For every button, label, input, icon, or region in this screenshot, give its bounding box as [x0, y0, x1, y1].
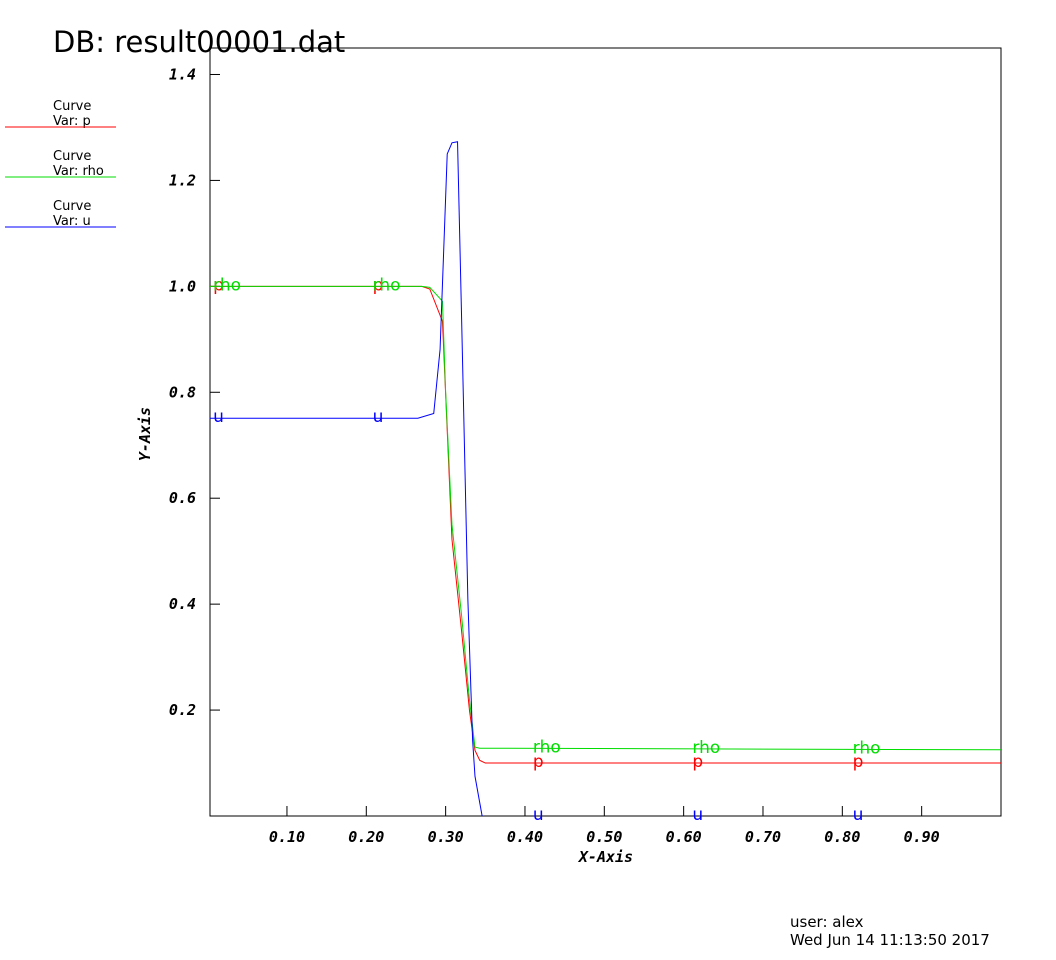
legend-title: Curve	[53, 199, 91, 214]
user-label: user: alex	[790, 913, 864, 931]
curve-label: p	[692, 752, 703, 772]
x-axis-title: X-Axis	[577, 848, 633, 866]
y-tick-label: 0.6	[169, 489, 196, 507]
curve-label: rho	[373, 275, 401, 295]
curve-label: u	[213, 407, 224, 427]
curve-label: u	[692, 805, 703, 825]
legend-label: Var: rho	[53, 164, 104, 179]
chart-title: DB: result00001.dat	[53, 25, 345, 59]
curve-label: u	[533, 805, 544, 825]
curve-label: u	[853, 805, 864, 825]
legend-label: Var: u	[53, 214, 91, 229]
series-line	[210, 285, 1002, 751]
curve-label: u	[373, 407, 384, 427]
legend-title: Curve	[53, 149, 91, 164]
x-tick-label: 0.70	[745, 828, 781, 846]
x-tick-label: 0.20	[348, 828, 384, 846]
curve-label: p	[373, 275, 384, 295]
curve-label: p	[853, 752, 864, 772]
legend-label: Var: p	[53, 114, 91, 129]
y-axis-title: Y-Axis	[136, 407, 154, 461]
x-tick-label: 0.50	[586, 828, 622, 846]
curve-label: rho	[213, 275, 241, 295]
x-tick-label: 0.10	[269, 828, 305, 846]
x-tick-label: 0.60	[666, 828, 702, 846]
x-tick-label: 0.40	[507, 828, 543, 846]
curve-label: rho	[533, 737, 561, 757]
curve-label: p	[213, 275, 224, 295]
timestamp: Wed Jun 14 11:13:50 2017	[790, 931, 990, 949]
y-tick-label: 0.8	[169, 383, 196, 401]
y-tick-label: 0.4	[169, 595, 196, 613]
y-tick-label: 1.0	[169, 277, 196, 295]
y-tick-label: 1.4	[169, 65, 196, 83]
y-tick-label: 1.2	[169, 171, 196, 189]
plot-frame	[209, 47, 1002, 817]
x-tick-label: 0.30	[428, 828, 464, 846]
x-tick-label: 0.90	[904, 828, 940, 846]
y-tick-label: 0.2	[169, 701, 196, 719]
curve-label: rho	[853, 738, 881, 758]
series-line	[210, 285, 1001, 764]
legend-title: Curve	[53, 99, 91, 114]
x-tick-label: 0.80	[824, 828, 860, 846]
curve-label: p	[533, 752, 544, 772]
series-line	[210, 141, 483, 817]
curve-label: rho	[692, 738, 720, 758]
